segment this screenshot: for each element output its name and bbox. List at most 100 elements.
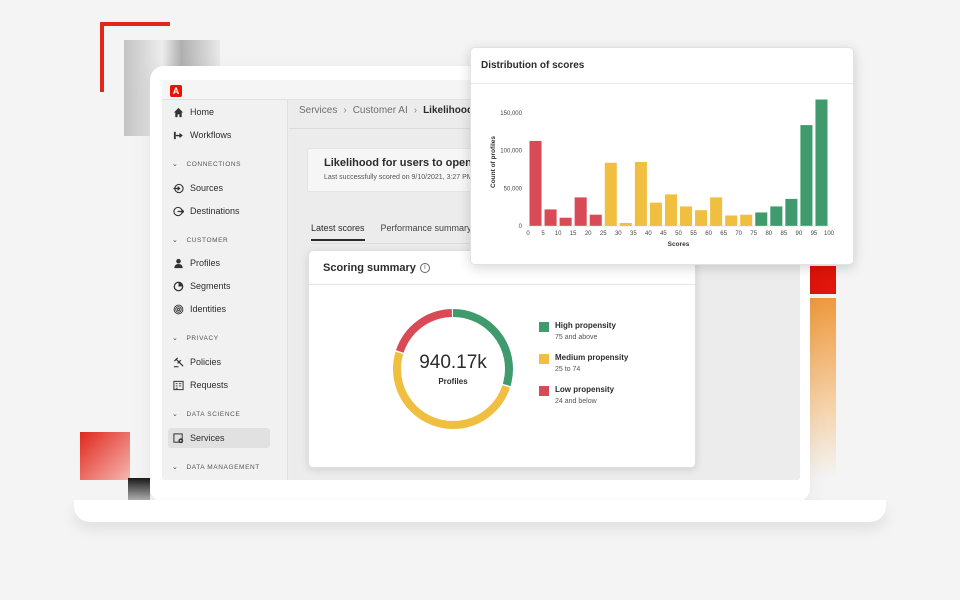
sidebar-item-home[interactable]: Home bbox=[168, 102, 270, 122]
model-title: Likelihood for users to open an bbox=[324, 157, 488, 169]
sidebar-item-label: Segments bbox=[190, 281, 231, 291]
decorative-orange-bar bbox=[810, 298, 836, 478]
sidebar-item-label: Sources bbox=[190, 183, 224, 193]
model-last-scored: Last successfully scored on 9/10/2021, 3… bbox=[324, 174, 473, 181]
bar[interactable] bbox=[649, 202, 662, 226]
sidebar-section-data-science[interactable]: ⌄ DATA SCIENCE bbox=[172, 410, 241, 419]
propensity-donut-chart bbox=[393, 309, 513, 429]
x-tick-label: 50 bbox=[675, 231, 682, 237]
sidebar-item-policies[interactable]: Policies bbox=[168, 352, 270, 372]
x-tick-label: 80 bbox=[765, 231, 772, 237]
legend-range: 25 to 74 bbox=[555, 366, 581, 373]
sidebar-item-identities[interactable]: Identities bbox=[168, 299, 270, 319]
services-icon bbox=[172, 432, 184, 444]
segments-icon bbox=[172, 280, 184, 292]
decorative-red-frame bbox=[100, 22, 170, 92]
bar[interactable] bbox=[529, 140, 542, 226]
legend-item-low[interactable]: Low propensity 24 and below bbox=[539, 385, 628, 417]
workflows-icon bbox=[172, 129, 184, 141]
chevron-down-icon: ⌄ bbox=[172, 161, 179, 168]
sidebar-section-privacy[interactable]: ⌄ PRIVACY bbox=[172, 334, 219, 343]
x-tick-label: 90 bbox=[796, 231, 803, 237]
donut-segment-medium[interactable] bbox=[393, 309, 513, 429]
x-axis-label: Scores bbox=[668, 241, 690, 248]
bar[interactable] bbox=[604, 162, 617, 226]
tab-latest-scores[interactable]: Latest scores bbox=[311, 223, 365, 241]
tabs: Latest scores Performance summary bbox=[311, 223, 488, 241]
bar[interactable] bbox=[770, 206, 783, 226]
y-tick-label: 100,000 bbox=[500, 149, 522, 155]
y-tick-label: 50,000 bbox=[504, 186, 523, 192]
y-tick-label: 150,000 bbox=[500, 111, 522, 117]
sidebar-item-segments[interactable]: Segments bbox=[168, 276, 270, 296]
x-tick-label: 0 bbox=[526, 231, 530, 237]
bar[interactable] bbox=[695, 210, 708, 226]
sidebar-item-workflows[interactable]: Workflows bbox=[168, 125, 270, 145]
sidebar-item-profiles[interactable]: Profiles bbox=[168, 253, 270, 273]
sidebar-item-label: Destinations bbox=[190, 206, 240, 216]
sidebar-item-label: Requests bbox=[190, 380, 229, 390]
x-tick-label: 15 bbox=[570, 231, 577, 237]
legend-item-high[interactable]: High propensity 75 and above bbox=[539, 321, 628, 353]
decorative-dark-block bbox=[128, 478, 150, 502]
donut-center: 940.17k Profiles bbox=[391, 307, 515, 431]
chevron-down-icon: ⌄ bbox=[172, 464, 179, 471]
sidebar-item-destinations[interactable]: Destinations bbox=[168, 201, 270, 221]
breadcrumb: Services › Customer AI › Likelihood fo bbox=[299, 105, 485, 116]
bar[interactable] bbox=[785, 198, 798, 226]
sidebar-item-label: Profiles bbox=[190, 258, 221, 268]
scoring-summary-title: Scoring summary i bbox=[323, 262, 430, 274]
requests-icon bbox=[172, 379, 184, 391]
divider bbox=[471, 83, 853, 84]
sidebar-section-data-management[interactable]: ⌄ DATA MANAGEMENT bbox=[172, 463, 260, 472]
chevron-right-icon: › bbox=[413, 105, 418, 116]
x-tick-label: 95 bbox=[811, 231, 818, 237]
bar[interactable] bbox=[755, 212, 768, 226]
breadcrumb-item-services[interactable]: Services bbox=[299, 105, 338, 116]
sidebar-section-connections[interactable]: ⌄ CONNECTIONS bbox=[172, 160, 242, 169]
x-tick-label: 30 bbox=[615, 231, 622, 237]
total-profiles-label: Profiles bbox=[438, 377, 468, 386]
legend-swatch bbox=[539, 354, 549, 364]
bar[interactable] bbox=[680, 206, 693, 226]
home-icon bbox=[172, 106, 184, 118]
bar[interactable] bbox=[634, 162, 647, 226]
score-distribution-chart: 0 50,000 100,000 150,000 Count of profiles 0 5… bbox=[490, 99, 835, 248]
bar[interactable] bbox=[544, 209, 557, 226]
sidebar-item-requests[interactable]: Requests bbox=[168, 375, 270, 395]
legend-swatch bbox=[539, 386, 549, 396]
adobe-logo[interactable]: A bbox=[170, 85, 182, 97]
chevron-down-icon: ⌄ bbox=[172, 237, 179, 244]
legend-range: 75 and above bbox=[555, 334, 598, 341]
bar[interactable] bbox=[574, 197, 587, 226]
info-icon[interactable]: i bbox=[419, 263, 430, 273]
bar[interactable] bbox=[815, 99, 828, 226]
bar[interactable] bbox=[589, 214, 602, 226]
legend-item-medium[interactable]: Medium propensity 25 to 74 bbox=[539, 353, 628, 385]
propensity-legend: High propensity 75 and above Medium prop… bbox=[539, 321, 628, 417]
legend-swatch bbox=[539, 322, 549, 332]
breadcrumb-item-customer-ai[interactable]: Customer AI bbox=[352, 105, 408, 116]
bar[interactable] bbox=[619, 222, 632, 226]
donut-segment-high[interactable] bbox=[393, 309, 513, 429]
sidebar-item-sources[interactable]: Sources bbox=[168, 178, 270, 198]
sidebar-item-label: Policies bbox=[190, 357, 222, 367]
x-tick-label: 10 bbox=[555, 231, 562, 237]
y-axis-label: Count of profiles bbox=[490, 136, 497, 188]
chevron-right-icon: › bbox=[343, 105, 347, 116]
bar[interactable] bbox=[559, 217, 572, 226]
x-tick-label: 25 bbox=[600, 231, 607, 237]
bar[interactable] bbox=[800, 125, 813, 226]
bar[interactable] bbox=[710, 197, 723, 226]
x-tick-label: 40 bbox=[645, 231, 652, 237]
bar[interactable] bbox=[664, 194, 677, 226]
profiles-icon bbox=[172, 257, 184, 269]
scoring-summary-card: Scoring summary i 940.17k Profiles High … bbox=[308, 250, 696, 468]
x-tick-label: 20 bbox=[585, 231, 592, 237]
bar[interactable] bbox=[725, 215, 738, 226]
bar[interactable] bbox=[740, 214, 753, 226]
tab-performance-summary[interactable]: Performance summary bbox=[380, 223, 472, 233]
divider bbox=[309, 284, 695, 285]
sidebar-item-services[interactable]: Services bbox=[168, 428, 270, 448]
sidebar-section-customer[interactable]: ⌄ CUSTOMER bbox=[172, 236, 229, 245]
